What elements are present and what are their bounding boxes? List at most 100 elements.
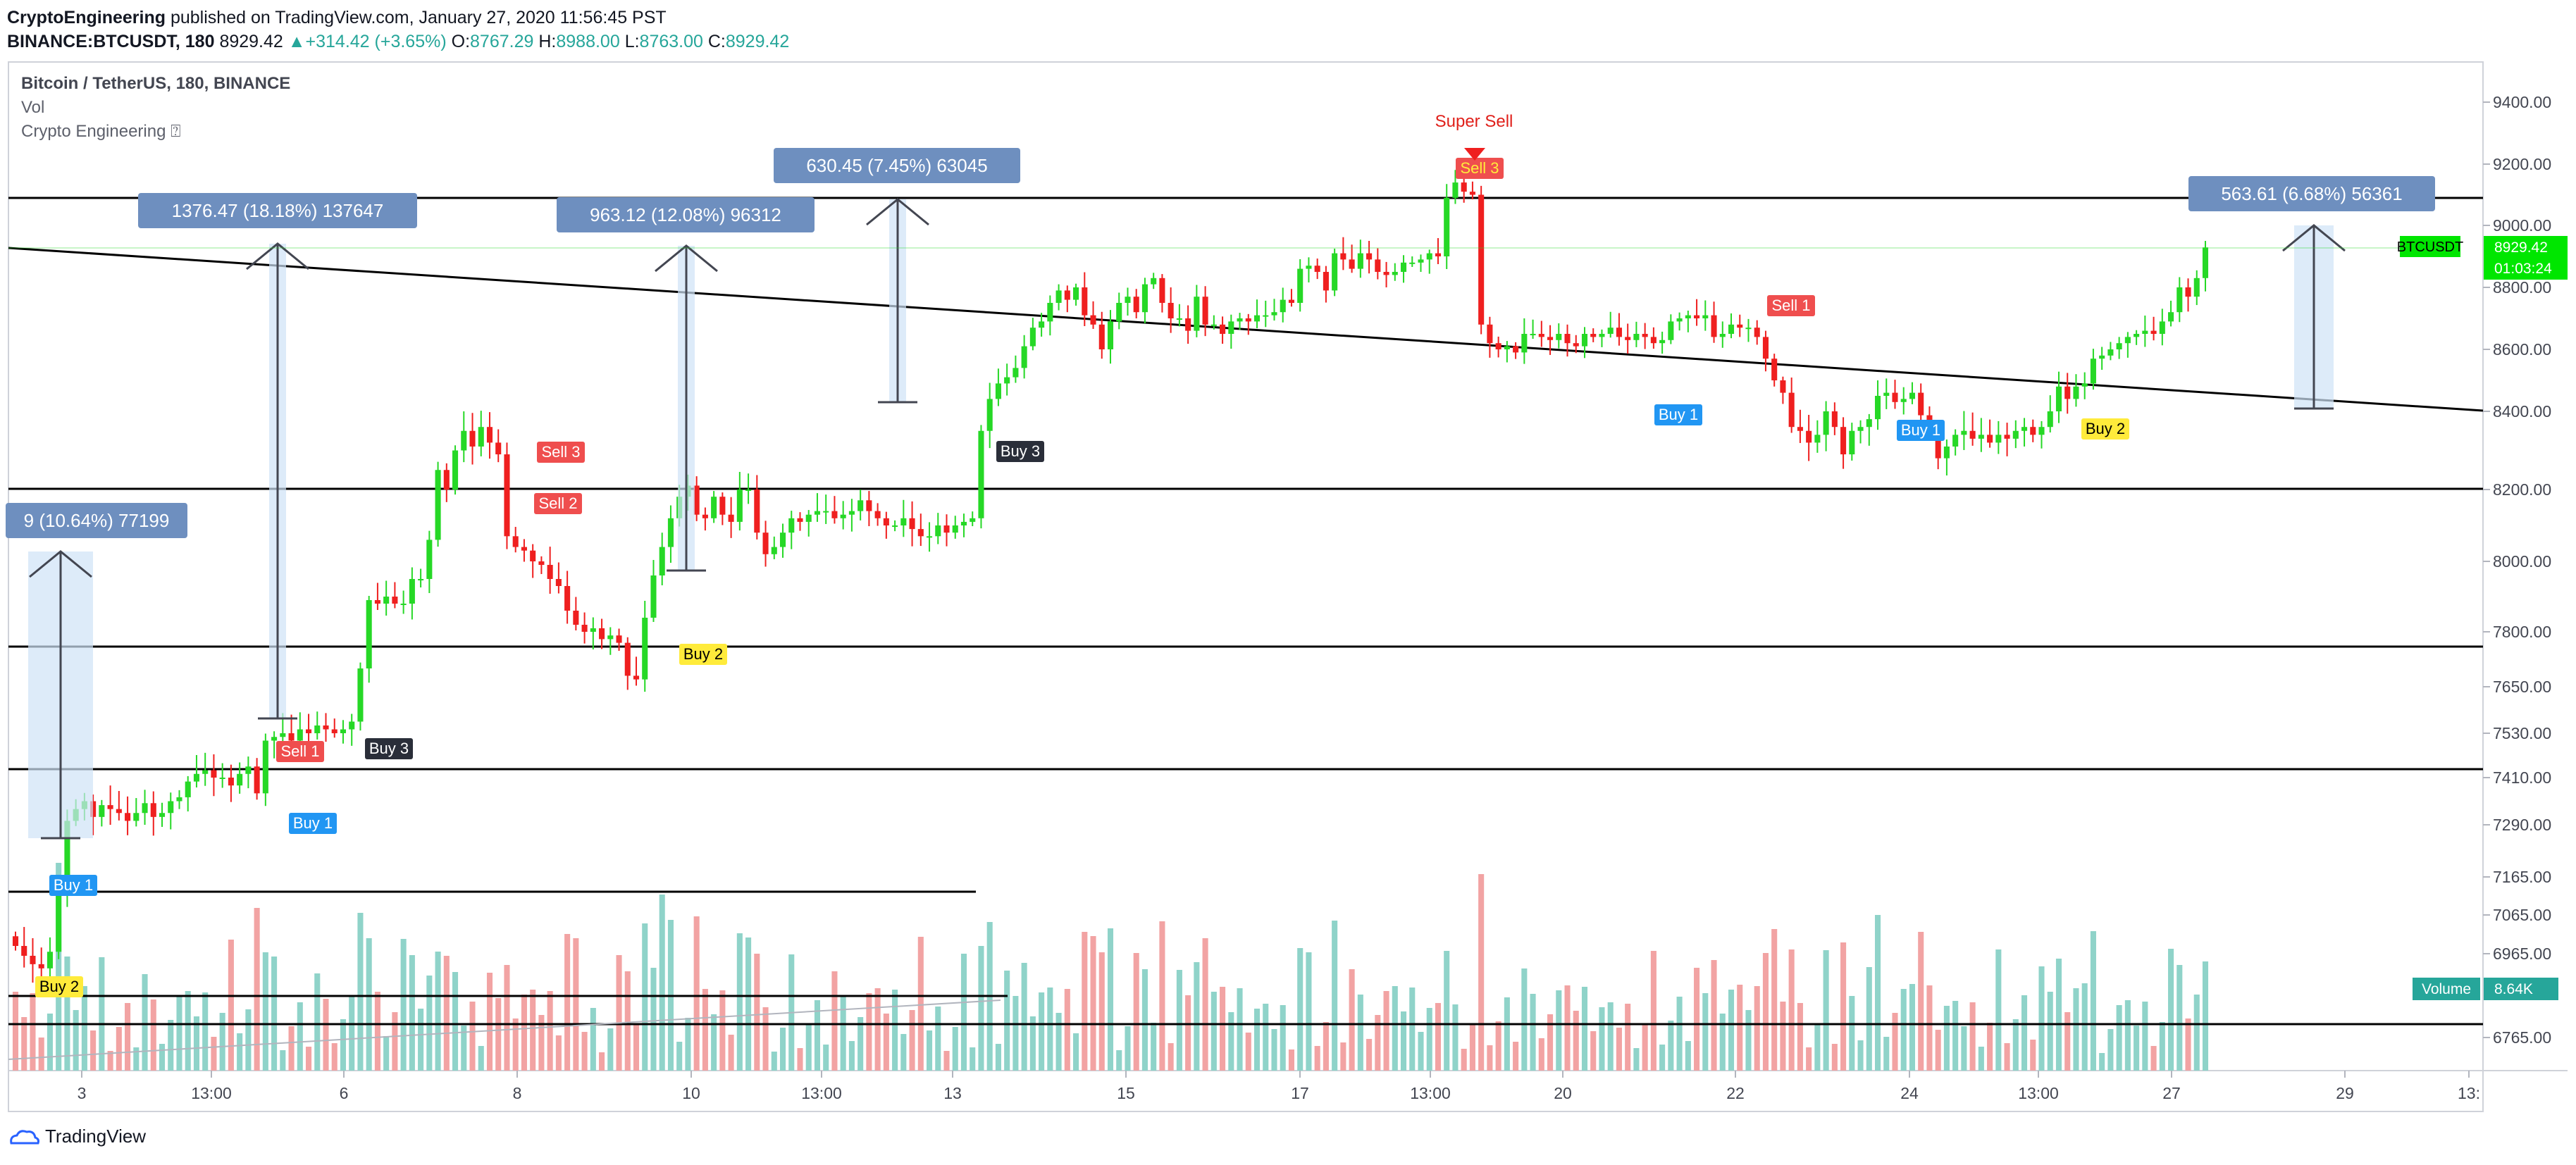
volume-bar <box>555 1035 562 1071</box>
candle-body <box>237 773 243 786</box>
candle-body <box>555 579 562 586</box>
volume-bar <box>719 990 726 1071</box>
candle-body <box>1082 287 1088 316</box>
time-axis[interactable]: 3 13:00 6 8 10 13:00 13 15 17 13:00 20 22 24 13:00 27 2… <box>78 1071 2480 1102</box>
candle-body <box>30 955 36 964</box>
volume-bar <box>1366 1039 1373 1071</box>
candle-body <box>711 497 717 518</box>
volume-bar <box>1383 991 1389 1071</box>
signal-label: Buy 1 <box>1659 406 1698 423</box>
volume-bar <box>133 1047 140 1071</box>
candle-body <box>1676 318 1683 322</box>
legend-indicator[interactable]: Crypto Engineering ⍰ <box>21 122 181 141</box>
author-name[interactable]: CryptoEngineering <box>7 8 166 27</box>
candle-body <box>1969 430 1976 439</box>
volume-bar <box>1573 1011 1579 1071</box>
price-tick-label: 9200.00 <box>2493 155 2551 173</box>
candle-body <box>159 813 166 817</box>
volume-bar <box>823 1045 829 1071</box>
volume-value: 8.64K <box>2494 981 2533 997</box>
volume-bar <box>228 940 234 1071</box>
chart-legend: Bitcoin / TetherUS, 180, BINANCE Vol Cry… <box>21 72 290 144</box>
volume-bar <box>1332 921 1338 1071</box>
signal-label-box <box>2081 418 2129 440</box>
legend-volume[interactable]: Vol <box>21 98 45 117</box>
volume-bar <box>1771 929 1778 1071</box>
signal-label-box <box>365 738 413 759</box>
candle-body <box>874 511 881 518</box>
candle-body <box>228 778 234 786</box>
price-tick-label: 7065.00 <box>2493 906 2551 924</box>
signal-label-box <box>679 644 727 665</box>
measure-tools[interactable]: 9 (10.64%) 77199 1376.47 (18.18%) 137647 9… <box>6 148 2435 840</box>
candle-body <box>1952 435 1959 447</box>
candle-body <box>357 668 364 722</box>
volume-bar <box>1676 997 1683 1071</box>
volume-bar <box>254 908 260 1071</box>
volume-bar <box>280 1050 286 1071</box>
tradingview-logo[interactable]: TradingView <box>8 1126 146 1147</box>
candle-body <box>2004 435 2010 439</box>
volume-bar <box>538 1015 545 1071</box>
volume-bar <box>624 971 631 1071</box>
price-axis[interactable]: 9400.00 9200.00 9000.00 8800.00 8600.00 8400.… <box>8 93 2568 1047</box>
volume-bar <box>1581 987 1588 1071</box>
volume-bar <box>805 1024 812 1071</box>
volume-bar <box>771 1052 777 1071</box>
symbol-label: BINANCE:BTCUSDT, 180 <box>7 32 215 51</box>
volume-bar <box>1357 995 1363 1071</box>
volume-bar <box>702 989 708 1071</box>
volume-bar <box>2064 1012 2071 1071</box>
candle-body <box>1176 318 1182 320</box>
volume-bar <box>633 1025 640 1071</box>
candle-body <box>193 773 199 782</box>
candle-body <box>1194 297 1200 331</box>
candle-body <box>504 454 510 537</box>
candle-body <box>1383 272 1389 275</box>
legend-title[interactable]: Bitcoin / TetherUS, 180, BINANCE <box>21 74 291 93</box>
volume-bar <box>443 956 450 1071</box>
time-tick-label: 13:00 <box>1410 1084 1451 1102</box>
bar-countdown: 01:03:24 <box>2494 261 2552 277</box>
volume-bar <box>202 992 209 1071</box>
volume-bar <box>2099 1053 2105 1071</box>
volume-bar <box>1892 1013 1898 1071</box>
candle-body <box>262 740 268 794</box>
candle-body <box>1642 334 1648 337</box>
time-tick-label: 6 <box>340 1084 349 1102</box>
volume-bar <box>1159 921 1165 1071</box>
volume-bar <box>185 991 191 1071</box>
low-value: 8763.00 <box>639 32 703 51</box>
candle-body <box>2168 312 2174 322</box>
volume-bar <box>2030 1040 2036 1071</box>
candle-body <box>1978 435 1984 439</box>
volume-bar <box>2055 959 2062 1071</box>
candle-body <box>1151 278 1157 285</box>
volume-bar <box>1210 992 1217 1071</box>
candle-body <box>1029 328 1036 347</box>
candle-body <box>12 936 19 946</box>
candle-body <box>909 518 915 530</box>
candle-body <box>1754 328 1760 337</box>
volume-bar <box>1452 1004 1459 1071</box>
candle-body <box>892 525 898 527</box>
candle-body <box>1332 253 1338 291</box>
time-tick-label: 3 <box>78 1084 87 1102</box>
volume-bar <box>521 995 527 1071</box>
last-price-value: 8929.42 <box>2494 239 2548 256</box>
candle-body <box>1797 427 1803 431</box>
candle-body <box>1237 318 1243 322</box>
volume-bar <box>573 938 579 1071</box>
drawn-lines <box>8 197 2484 1060</box>
measure-label-box <box>138 193 417 228</box>
signal-label: Buy 2 <box>39 978 79 995</box>
candle-body <box>47 952 53 968</box>
candle-body <box>1220 324 1226 334</box>
candle-body <box>340 729 347 733</box>
volume-bar <box>1969 1002 1976 1071</box>
volume-bar <box>1806 1047 1812 1071</box>
candle-body <box>176 797 182 802</box>
candle-body <box>392 597 398 604</box>
volume-bar <box>1719 1014 1726 1071</box>
